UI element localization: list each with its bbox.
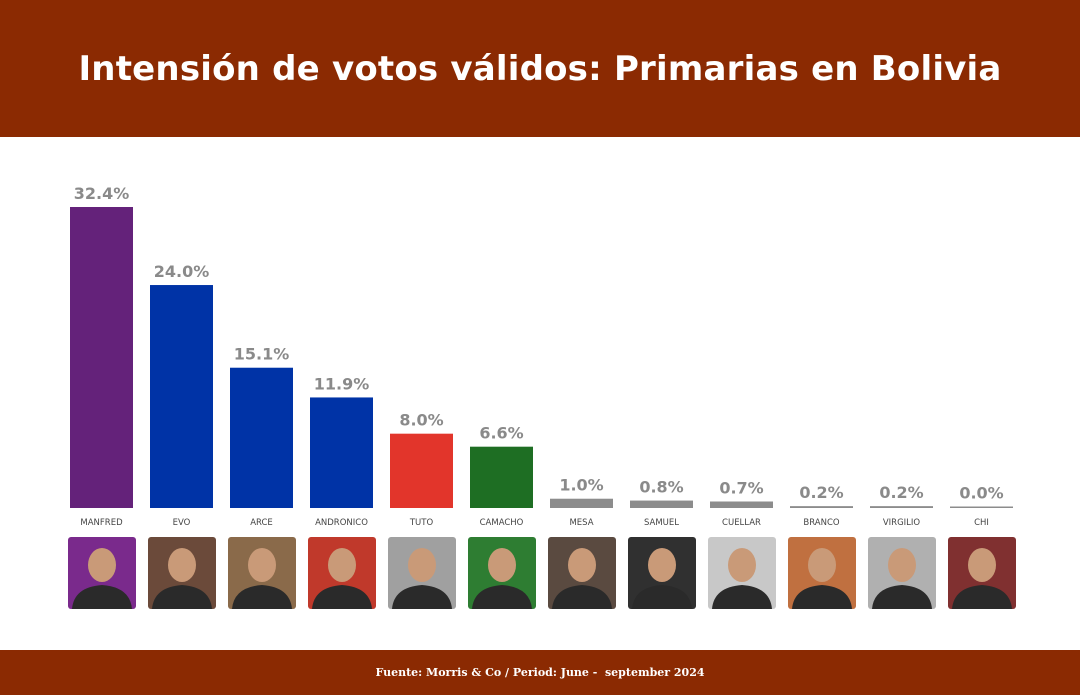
footer-bar: Fuente: Morris & Co / Period: June - sep…	[0, 650, 1080, 695]
category-label-evo: EVO	[173, 518, 191, 528]
bar-tuto	[390, 433, 453, 508]
candidate-photo-tuto	[388, 537, 456, 609]
value-label-tuto: 8.0%	[399, 411, 443, 430]
value-label-mesa: 1.0%	[559, 476, 603, 495]
category-label-tuto: TUTO	[409, 518, 434, 528]
bar-arce	[230, 367, 293, 508]
category-label-camacho: CAMACHO	[480, 518, 524, 528]
value-label-samuel: 0.8%	[639, 478, 683, 497]
value-label-chi: 0.0%	[959, 484, 1003, 503]
candidate-photo-manfred	[68, 537, 136, 609]
candidate-photo-arce	[228, 537, 296, 609]
bar-cuellar	[710, 501, 773, 508]
bar-samuel	[630, 500, 693, 508]
category-label-arce: ARCE	[250, 518, 273, 528]
bar-branco	[790, 506, 853, 508]
bar-evo	[150, 285, 213, 508]
candidate-photo-virgilio	[868, 537, 936, 609]
candidate-photo-chi	[948, 537, 1016, 609]
value-label-manfred: 32.4%	[74, 184, 130, 203]
bar-chi	[950, 506, 1013, 508]
value-label-virgilio: 0.2%	[879, 483, 923, 502]
bar-manfred	[70, 207, 133, 508]
bar-camacho	[470, 446, 533, 508]
category-label-chi: CHI	[974, 518, 989, 528]
category-label-andronico: ANDRONICO	[315, 518, 368, 528]
value-label-andronico: 11.9%	[314, 374, 370, 393]
header-bar: Intensión de votos válidos: Primarias en…	[0, 0, 1080, 137]
source-note: Fuente: Morris & Co / Period: June - sep…	[375, 666, 705, 679]
value-label-evo: 24.0%	[154, 262, 210, 281]
bar-andronico	[310, 397, 373, 508]
category-label-virgilio: VIRGILIO	[883, 518, 921, 528]
value-label-camacho: 6.6%	[479, 424, 523, 443]
value-label-branco: 0.2%	[799, 483, 843, 502]
category-label-samuel: SAMUEL	[644, 518, 679, 528]
category-label-mesa: MESA	[569, 518, 593, 528]
bar-virgilio	[870, 506, 933, 508]
candidate-photo-branco	[788, 537, 856, 609]
candidate-photo-andronico	[308, 537, 376, 609]
candidate-photo-cuellar	[708, 537, 776, 609]
value-label-cuellar: 0.7%	[719, 478, 763, 497]
bar-chart-svg: 32.4% MANFRED 24.0% EVO 15.1% ARCE 11.9% ANDRON…	[68, 184, 1016, 609]
category-label-cuellar: CUELLAR	[722, 518, 761, 528]
bar-chart: 32.4% MANFRED 24.0% EVO 15.1% ARCE 11.9% ANDRON…	[0, 137, 1080, 650]
bar-mesa	[550, 498, 613, 508]
candidate-photo-camacho	[468, 537, 536, 609]
category-label-branco: BRANCO	[803, 518, 840, 528]
category-label-manfred: MANFRED	[80, 518, 123, 528]
candidate-photo-evo	[148, 537, 216, 609]
value-label-arce: 15.1%	[234, 345, 290, 364]
candidate-photo-mesa	[548, 537, 616, 609]
chart-title: Intensión de votos válidos: Primarias en…	[78, 48, 1002, 89]
candidate-photo-samuel	[628, 537, 696, 609]
